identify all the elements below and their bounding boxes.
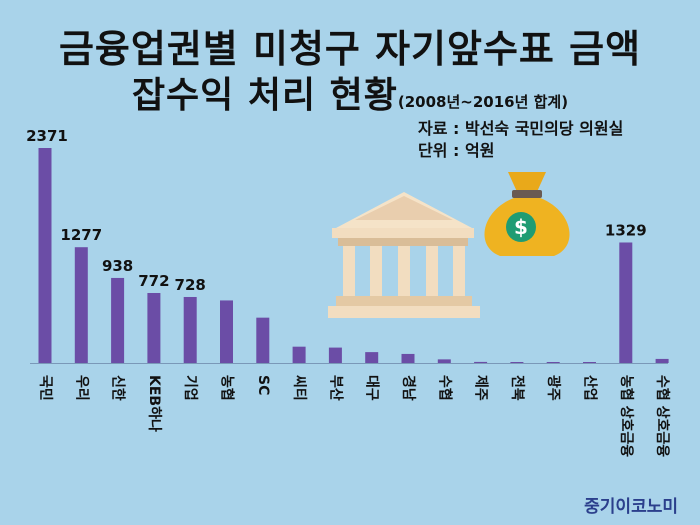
bar-전북 xyxy=(510,362,524,363)
x-tick-label: 부산 xyxy=(327,375,344,401)
x-tick-label: 수협 xyxy=(436,375,452,401)
bar-부산 xyxy=(328,347,342,363)
svg-text:$: $ xyxy=(514,215,528,239)
x-tick-label: 농협 상호금융 xyxy=(618,375,634,457)
bar-국민 xyxy=(38,148,52,363)
data-label: 938 xyxy=(102,257,133,275)
chart-title-main: 잡수익 처리 현황 xyxy=(131,75,398,116)
bar-수협 xyxy=(437,359,451,363)
bar-농협-상호금융 xyxy=(619,242,633,363)
x-tick-label: 기업 xyxy=(182,375,198,401)
bar-SC xyxy=(256,317,270,363)
x-tick-label: 우리 xyxy=(73,375,89,401)
x-tick-label: 국민 xyxy=(37,375,54,401)
bar-광주 xyxy=(546,362,560,363)
bar-KEB하나 xyxy=(147,292,161,363)
bar-기업 xyxy=(183,296,197,363)
bar-씨티 xyxy=(292,346,306,363)
data-label: 772 xyxy=(138,272,169,290)
chart-title-period: (2008년~2016년 합계) xyxy=(397,93,569,111)
x-tick-label: 대구 xyxy=(364,375,380,401)
unit-line: 단위 : 억원 xyxy=(418,141,495,160)
x-tick-label: 농협 xyxy=(219,375,235,401)
x-tick-label: 산업 xyxy=(582,375,599,401)
x-tick-label: 신한 xyxy=(110,375,126,401)
data-label: 728 xyxy=(175,276,206,294)
bar-경남 xyxy=(401,353,415,363)
x-tick-label: 제주 xyxy=(473,375,489,401)
x-tick-label: 광주 xyxy=(545,375,562,401)
bar-수협-상호금융 xyxy=(655,358,669,363)
chart-title-line2: 잡수익 처리 현황(2008년~2016년 합계) xyxy=(0,66,700,118)
chart-title-line1: 금융업권별 미청구 자기앞수표 금액 xyxy=(58,27,642,71)
source-note: 자료 : 박선숙 국민의당 의원실 단위 : 억원 xyxy=(418,118,623,162)
data-label: 1329 xyxy=(605,221,647,239)
x-tick-label: 전북 xyxy=(509,375,526,401)
brand-logo-text: 중기이코노미 xyxy=(584,497,678,517)
bar-대구 xyxy=(365,352,379,363)
x-tick-label: 씨티 xyxy=(291,375,307,401)
bank-building-icon xyxy=(328,192,480,318)
data-label: 2371 xyxy=(26,127,68,145)
money-bag-icon: $ xyxy=(484,172,570,256)
data-label: 1277 xyxy=(60,226,102,244)
bar-신한 xyxy=(111,277,125,363)
bar-산업 xyxy=(583,362,596,363)
bar-농협 xyxy=(220,300,233,363)
bar-우리 xyxy=(74,247,88,363)
bar-제주 xyxy=(474,361,488,363)
source-line: 자료 : 박선숙 국민의당 의원실 xyxy=(418,119,624,138)
x-tick-label: KEB하나 xyxy=(146,375,163,432)
x-tick-label: 경남 xyxy=(400,375,417,401)
x-tick-label: 수협 상호금융 xyxy=(654,375,670,457)
x-tick-label: SC xyxy=(255,375,271,395)
